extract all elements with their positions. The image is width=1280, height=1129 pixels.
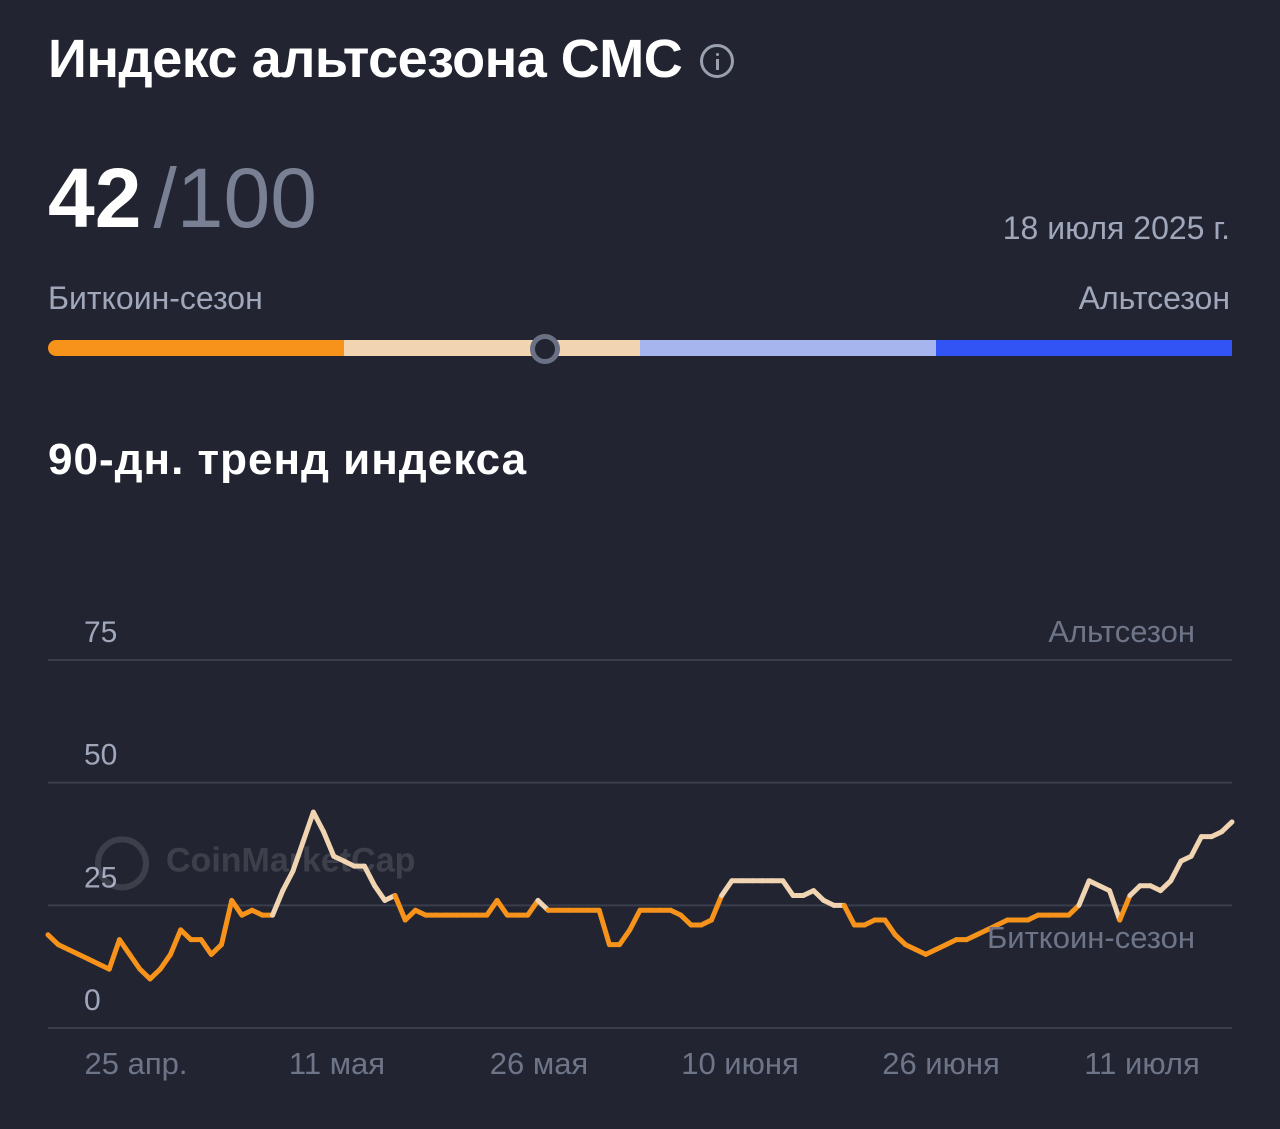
scale-left-label: Биткоин-сезон	[48, 280, 263, 316]
series-line-segment	[494, 897, 510, 918]
title-text: Индекс альтсезона CMC	[48, 29, 683, 89]
series-line-segment	[596, 907, 612, 948]
y-tick-label: 0	[84, 984, 101, 1017]
series-line-segment	[1188, 834, 1204, 859]
series-line-segment	[116, 937, 133, 957]
scale-right-label: Альтсезон	[1078, 280, 1230, 316]
series-line-segment	[1168, 858, 1184, 884]
bitcoin-season-band-label: Биткоин-сезон	[987, 920, 1195, 955]
x-tick-label: 11 июля	[1084, 1046, 1200, 1081]
series-line-segment	[708, 893, 725, 923]
series-line-segment	[198, 937, 214, 957]
series-line-segment	[525, 897, 541, 918]
coinmarketcap-logo-icon	[95, 836, 149, 891]
y-tick-label: 75	[84, 616, 117, 649]
score-max: /100	[153, 151, 317, 245]
series-line-segment	[219, 897, 235, 948]
series-line-segment	[627, 907, 643, 933]
series-line-segment	[617, 927, 633, 948]
series-line-segment	[841, 902, 857, 928]
series-line-segment	[157, 951, 173, 972]
info-icon[interactable]	[700, 44, 735, 78]
y-tick-label: 50	[84, 739, 117, 772]
series-line-segment	[780, 878, 796, 899]
series-line-segment	[1219, 819, 1235, 835]
scale-segment-bitcoin	[48, 340, 344, 356]
index-score: 42 /100	[48, 150, 317, 247]
series-line-segment	[392, 893, 408, 923]
series-line-segment	[127, 951, 143, 972]
series-line-segment	[1117, 893, 1133, 923]
page-title: Индекс альтсезона CMC	[48, 28, 735, 90]
series-line-segment	[229, 897, 245, 918]
altseason-band-label: Альтсезон	[1048, 614, 1195, 649]
y-tick-label: 25	[84, 861, 117, 894]
trend-title: 90-дн. тренд индекса	[48, 435, 528, 484]
series-line-segment	[1076, 878, 1092, 908]
trend-chart: 0 25 50 75 Альтсезон CoinMarketCap Биткоин-сез…	[45, 614, 1235, 1081]
series-line-segment	[300, 809, 316, 845]
coinmarketcap-watermark: CoinMarketCap	[95, 836, 415, 891]
scale-segment-neutral-alt	[640, 340, 936, 356]
series-line-segment	[280, 868, 296, 894]
season-scale-bar	[48, 334, 1232, 364]
series-line-segment	[372, 883, 388, 903]
scale-segment-altseason	[936, 340, 1232, 356]
x-tick-label: 26 июня	[882, 1046, 1000, 1081]
scale-segment-neutral-bitcoin	[344, 340, 640, 356]
x-tick-label: 26 мая	[490, 1046, 588, 1081]
x-tick-label: 10 июня	[681, 1046, 799, 1081]
index-date: 18 июля 2025 г.	[1002, 210, 1230, 246]
series-line-segment	[310, 809, 327, 835]
score-value: 42	[48, 151, 142, 245]
series-line-segment	[321, 829, 337, 859]
series-line-segment	[290, 839, 306, 874]
scale-indicator-knob	[530, 334, 561, 364]
series-line-segment	[270, 888, 286, 918]
series-line-segment	[1107, 888, 1123, 923]
series-line-segment	[484, 897, 500, 918]
x-tick-label: 11 мая	[289, 1046, 385, 1081]
x-tick-label: 25 апр.	[85, 1046, 188, 1081]
series-line-segment	[361, 863, 378, 889]
series-line-segment	[106, 937, 122, 972]
series-line-segment	[167, 927, 184, 957]
series-line-segment	[719, 878, 735, 899]
series-line-segment	[882, 917, 898, 938]
